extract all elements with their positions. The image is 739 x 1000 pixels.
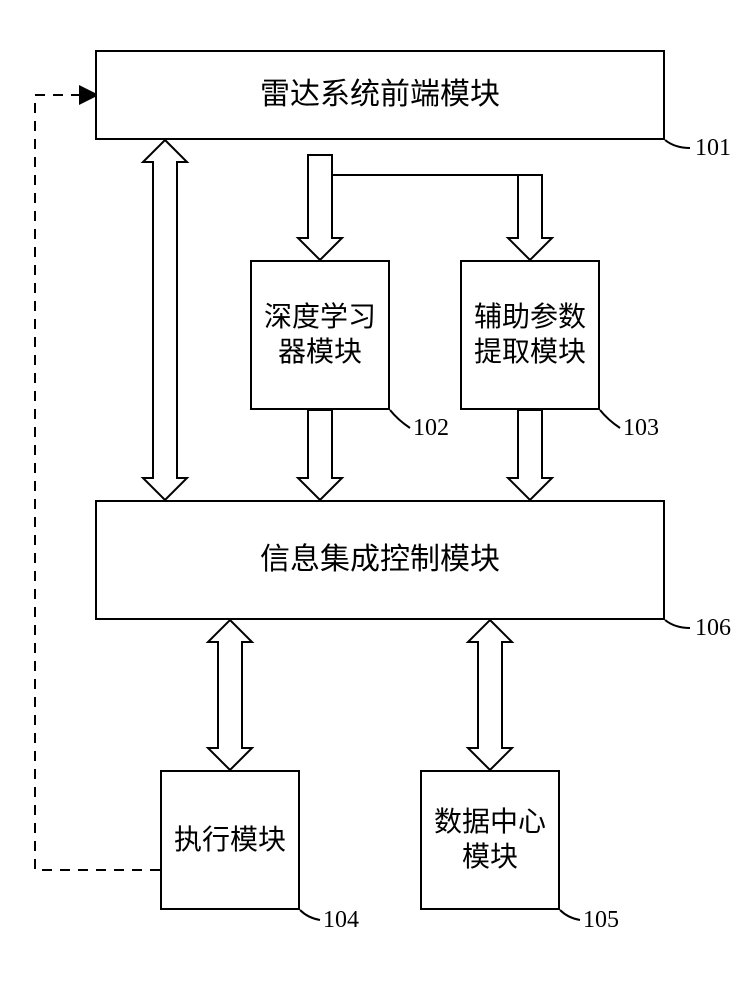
label-105: 105 xyxy=(583,907,619,934)
info-control-box: 信息集成控制模块 xyxy=(95,500,665,620)
aux-param-box: 辅助参数提取模块 xyxy=(460,260,600,410)
radar-label: 雷达系统前端模块 xyxy=(260,77,500,113)
leader-106 xyxy=(665,620,690,628)
arrow-info-datacenter-bidir xyxy=(468,620,512,770)
aux-param-label: 辅助参数提取模块 xyxy=(462,300,598,370)
datacenter-label: 数据中心模块 xyxy=(422,805,558,875)
label-102: 102 xyxy=(413,415,449,442)
deep-learning-label: 深度学习器模块 xyxy=(252,300,388,370)
arrow-radar-to-aux xyxy=(508,175,552,260)
info-control-label: 信息集成控制模块 xyxy=(260,542,500,578)
leader-105 xyxy=(560,910,580,920)
arrow-info-radar-bidir xyxy=(143,140,187,500)
leader-103 xyxy=(600,410,620,428)
radar-box: 雷达系统前端模块 xyxy=(95,50,665,140)
arrow-aux-to-info xyxy=(508,410,552,500)
arrow-deep-to-info xyxy=(298,410,342,500)
exec-box: 执行模块 xyxy=(160,770,300,910)
leader-101 xyxy=(665,140,690,148)
label-101: 101 xyxy=(695,135,731,162)
leader-104 xyxy=(300,910,320,920)
arrow-info-exec-bidir xyxy=(208,620,252,770)
arrow-radar-to-deep xyxy=(298,155,342,260)
label-103: 103 xyxy=(623,415,659,442)
dashed-feedback-path xyxy=(35,95,160,870)
label-106: 106 xyxy=(695,615,731,642)
exec-label: 执行模块 xyxy=(164,823,296,858)
deep-learning-box: 深度学习器模块 xyxy=(250,260,390,410)
datacenter-box: 数据中心模块 xyxy=(420,770,560,910)
label-104: 104 xyxy=(323,907,359,934)
leader-102 xyxy=(390,410,410,428)
